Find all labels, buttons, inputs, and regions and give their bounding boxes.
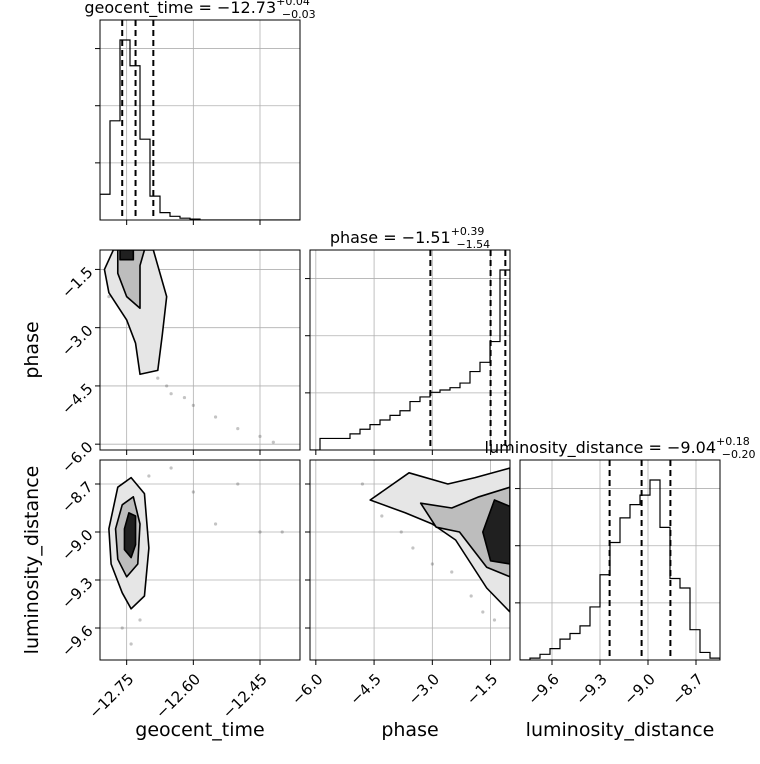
panel-content <box>310 460 510 660</box>
panel-border <box>309 249 511 451</box>
scatter-panel-luminosity_distance_vs_geocent_time <box>95 459 301 665</box>
title-minus: −0.03 <box>282 8 316 21</box>
title-plus: +0.39 <box>451 225 485 238</box>
sample-point <box>280 530 284 534</box>
panel-border <box>519 459 721 661</box>
title-minus: −1.54 <box>456 238 490 251</box>
sample-point <box>360 482 365 486</box>
density-contour <box>123 511 137 559</box>
histogram-step <box>310 269 510 450</box>
sample-point <box>236 427 240 431</box>
density-contour <box>116 250 146 310</box>
sample-point <box>191 403 195 407</box>
panel-title: luminosity_distance = −9.04+0.18 −0.20 <box>485 435 756 461</box>
scatter-panel-luminosity_distance_vs_phase <box>305 459 511 665</box>
title-equals: = <box>643 438 667 457</box>
title-median: −9.04 <box>667 438 716 457</box>
title-name: phase <box>330 228 378 247</box>
sample-point <box>492 618 497 622</box>
title-plus: +0.04 <box>276 0 310 8</box>
sample-point <box>156 376 160 380</box>
title-plus: +0.18 <box>716 435 750 448</box>
sample-point <box>147 474 151 478</box>
panel-border <box>99 249 301 451</box>
title-median: −12.73 <box>217 0 276 17</box>
hist-panel-luminosity_distance <box>515 459 721 665</box>
title-equals: = <box>193 0 217 17</box>
sample-point <box>182 395 187 400</box>
panel-title: geocent_time = −12.73+0.04 −0.03 <box>84 0 315 21</box>
title-equals: = <box>378 228 402 247</box>
sample-point <box>107 295 111 299</box>
sample-point <box>191 490 195 494</box>
panel-content <box>100 250 300 450</box>
sample-point <box>165 384 169 388</box>
sample-point <box>258 530 262 534</box>
histogram-step <box>520 479 720 660</box>
panel-title-geocent_time: geocent_time = −12.73+0.04 −0.03 <box>84 0 315 21</box>
y-axis-label: luminosity_distance <box>21 466 43 655</box>
sample-point <box>236 482 240 486</box>
sample-point <box>120 626 124 630</box>
hist-panel-phase <box>305 249 511 455</box>
x-axis-label: geocent_time <box>135 719 264 741</box>
density-contour <box>119 250 135 261</box>
panel-content <box>310 250 510 450</box>
panel-border <box>309 459 511 661</box>
panel-border <box>99 19 301 221</box>
sample-point <box>411 546 415 550</box>
sample-point <box>481 610 485 614</box>
panel-background <box>100 20 300 220</box>
panel-background <box>310 250 510 450</box>
panel-content <box>100 460 300 660</box>
panel-border <box>99 459 301 661</box>
panel-title-phase: phase = −1.51+0.39 −1.54 <box>330 225 490 251</box>
sample-point <box>213 522 218 526</box>
title-name: luminosity_distance <box>485 438 644 458</box>
sample-point <box>258 434 262 439</box>
x-axis-label: phase <box>381 719 438 741</box>
panel-title: phase = −1.51+0.39 −1.54 <box>330 225 490 251</box>
sample-point <box>271 440 275 444</box>
title-median: −1.51 <box>402 228 451 247</box>
sample-point <box>213 415 218 419</box>
title-minus: −0.20 <box>722 448 756 461</box>
panel-title-luminosity_distance: luminosity_distance = −9.04+0.18 −0.20 <box>485 435 756 461</box>
sample-point <box>430 562 434 566</box>
sample-point <box>129 642 133 646</box>
sample-point <box>380 514 384 518</box>
title-name: geocent_time <box>84 0 193 18</box>
scatter-panel-phase_vs_geocent_time <box>95 249 301 455</box>
hist-panel-geocent_time <box>95 19 301 225</box>
panel-content <box>100 20 300 220</box>
density-contour <box>419 486 510 578</box>
y-axis-label: phase <box>21 321 43 378</box>
panel-background <box>520 460 720 660</box>
density-contour <box>482 499 510 565</box>
sample-point <box>138 618 142 622</box>
sample-point <box>469 594 473 598</box>
sample-point <box>169 466 173 470</box>
sample-point <box>169 392 173 396</box>
sample-point <box>399 530 403 534</box>
panel-content <box>520 460 720 660</box>
sample-point <box>450 570 454 574</box>
x-axis-label: luminosity_distance <box>526 719 715 741</box>
